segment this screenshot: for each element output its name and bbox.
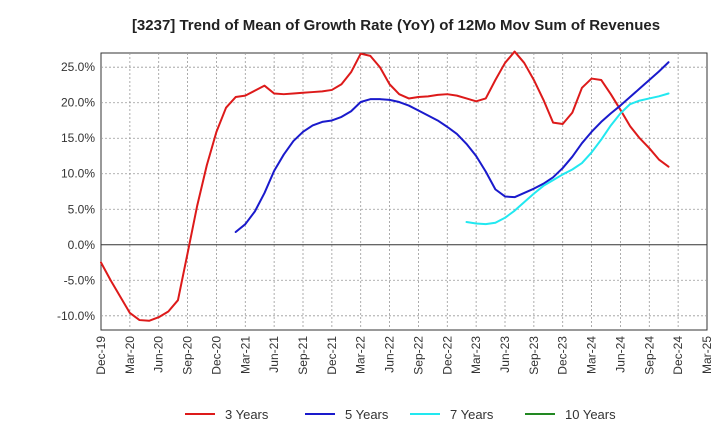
- x-tick-label: Sep-23: [527, 336, 541, 375]
- x-tick-label: Mar-24: [585, 336, 599, 374]
- x-axis: Dec-19 Mar-20 Jun-20 Sep-20 Dec-20 Mar-21 Jun-…: [94, 336, 714, 375]
- legend-label-5-years: 5 Years: [345, 407, 389, 422]
- plot-frame: [100, 52, 708, 331]
- series-line-7-years: [465, 92, 670, 226]
- x-tick-label: Jun-20: [152, 336, 166, 373]
- y-tick-label: 20.0%: [61, 96, 95, 110]
- y-tick-label: -10.0%: [57, 309, 95, 323]
- y-tick-label: 5.0%: [68, 202, 96, 216]
- x-tick-label: Sep-24: [642, 336, 656, 375]
- series-group: [100, 50, 670, 322]
- x-tick-label: Jun-22: [383, 336, 397, 373]
- plot-area: [100, 52, 708, 331]
- x-tick-label: Mar-20: [123, 336, 137, 374]
- x-tick-label: Sep-22: [411, 336, 425, 375]
- y-tick-label: -5.0%: [64, 273, 96, 287]
- series-line-5-years: [234, 61, 670, 233]
- y-tick-label: 15.0%: [61, 131, 95, 145]
- x-tick-label: Jun-21: [267, 336, 281, 373]
- y-tick-label: 25.0%: [61, 60, 95, 74]
- x-tick-label: Mar-23: [469, 336, 483, 374]
- legend-label-7-years: 7 Years: [450, 407, 494, 422]
- x-tick-label: Mar-22: [354, 336, 368, 374]
- x-tick-label: Jun-23: [498, 336, 512, 373]
- x-tick-label: Jun-24: [613, 336, 627, 373]
- legend-label-10-years: 10 Years: [565, 407, 616, 422]
- y-tick-label: 10.0%: [61, 167, 95, 181]
- x-tick-label: Dec-22: [440, 336, 454, 375]
- x-tick-label: Dec-21: [325, 336, 339, 375]
- y-axis: -10.0% -5.0% 0.0% 5.0% 10.0% 15.0% 20.0% 25.0%: [57, 60, 95, 323]
- series-line-3-years: [100, 50, 670, 322]
- y-tick-label: 0.0%: [68, 238, 96, 252]
- legend-label-3-years: 3 Years: [225, 407, 269, 422]
- chart-title: [3237] Trend of Mean of Growth Rate (YoY…: [132, 17, 660, 34]
- x-tick-label: Sep-20: [181, 336, 195, 375]
- x-tick-label: Dec-23: [556, 336, 570, 375]
- x-tick-label: Mar-21: [238, 336, 252, 374]
- x-tick-label: Sep-21: [296, 336, 310, 375]
- x-tick-label: Dec-20: [209, 336, 223, 375]
- x-tick-label: Mar-25: [700, 336, 714, 374]
- x-tick-label: Dec-24: [671, 336, 685, 375]
- x-tick-label: Dec-19: [94, 336, 108, 375]
- legend: 3 Years 5 Years 7 Years 10 Years: [185, 407, 616, 422]
